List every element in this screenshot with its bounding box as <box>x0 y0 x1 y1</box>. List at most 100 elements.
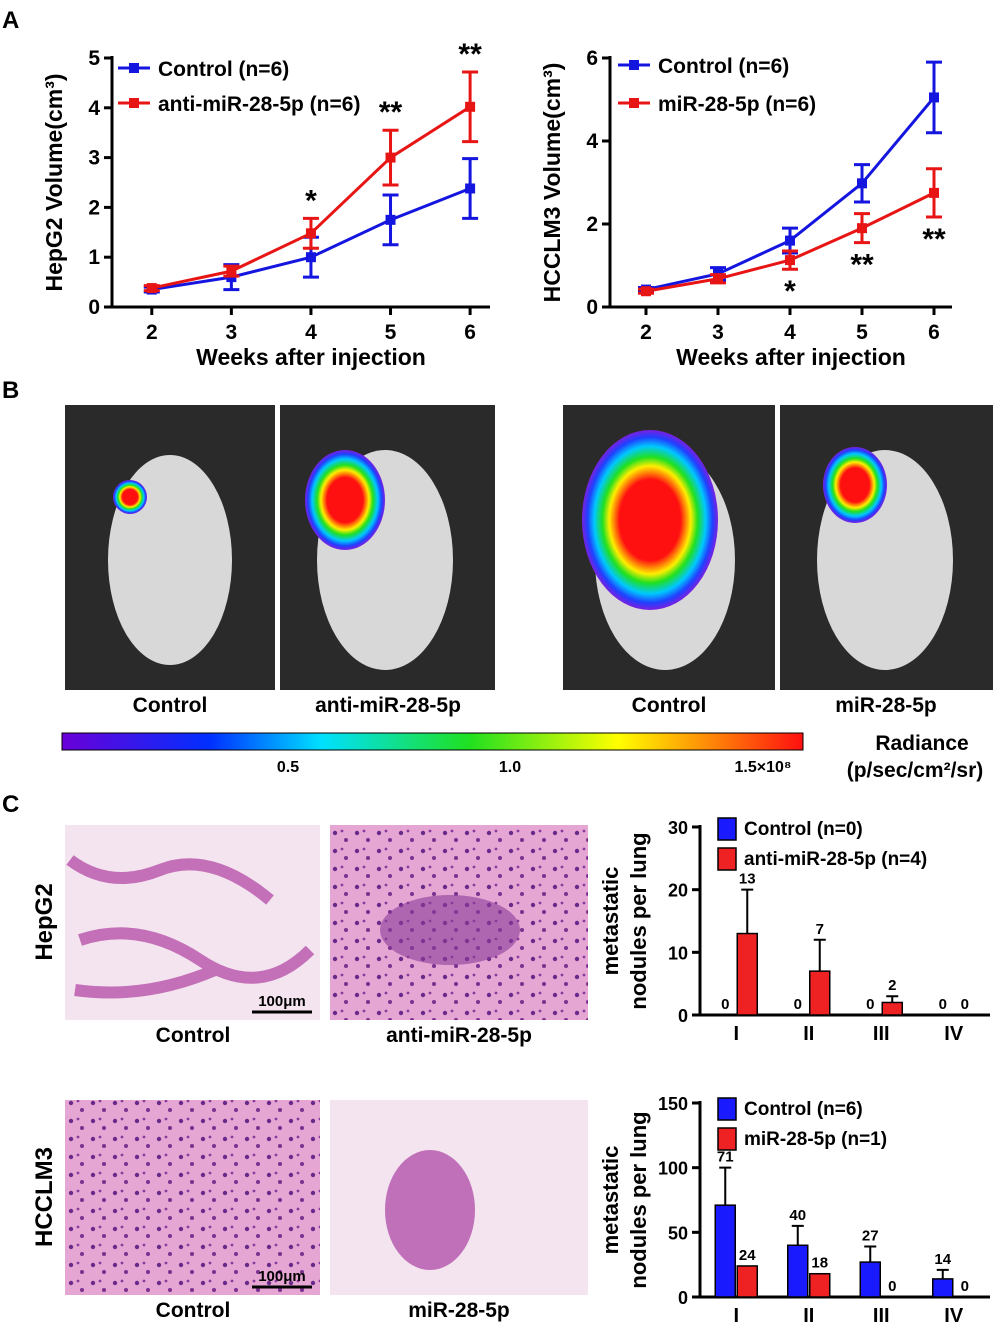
value-label: 0 <box>939 996 947 1013</box>
bar <box>787 1244 809 1298</box>
image-caption: Control <box>632 694 707 717</box>
bar <box>932 1278 954 1298</box>
x-tick-label: 6 <box>464 321 476 344</box>
y-tick-label: 0 <box>678 1006 688 1026</box>
bar <box>736 1265 758 1298</box>
data-point <box>929 92 939 103</box>
legend-label: miR-28-5p (n=1) <box>744 1129 887 1150</box>
x-tick-label: 5 <box>856 321 868 344</box>
x-tick-label: IV <box>944 1023 964 1045</box>
x-tick-label: III <box>873 1305 890 1327</box>
histology-images <box>65 825 588 1295</box>
legend-label: Control (n=0) <box>744 819 863 840</box>
legend-marker <box>129 63 139 73</box>
value-label: 0 <box>961 1278 969 1295</box>
bar <box>736 932 758 1016</box>
data-point <box>785 235 795 246</box>
image-caption: Control <box>156 1299 231 1322</box>
data-point <box>305 228 316 239</box>
legend-label: anti-miR-28-5p (n=4) <box>744 849 927 870</box>
y-tick-label: 20 <box>668 881 688 901</box>
panel-label: C <box>2 791 19 818</box>
data-point <box>226 266 237 277</box>
x-tick-label: 4 <box>305 321 317 344</box>
legend-label: Control (n=6) <box>658 55 789 78</box>
x-tick-label: III <box>873 1023 890 1045</box>
y-tick-label: 6 <box>586 47 598 70</box>
legend-label: anti-miR-28-5p (n=6) <box>158 93 360 116</box>
y-tick-label: 10 <box>668 943 688 963</box>
value-label: 18 <box>811 1255 828 1272</box>
y-axis-label: HepG2 Volume(cm³) <box>41 73 67 291</box>
y-tick-label: 3 <box>88 147 100 170</box>
legend-marker <box>629 98 639 108</box>
legend-marker <box>717 847 737 871</box>
legend-label: Control (n=6) <box>158 58 289 81</box>
data-point <box>146 283 157 294</box>
image-caption: Control <box>156 1024 231 1047</box>
x-axis-label: Weeks after injection <box>196 344 426 370</box>
data-point <box>785 255 795 266</box>
y-tick-label: 100 <box>658 1159 688 1179</box>
data-point <box>641 286 651 297</box>
data-point <box>857 223 867 234</box>
data-point <box>465 183 476 194</box>
legend-marker <box>717 1097 737 1121</box>
image-caption: anti-miR-28-5p <box>386 1024 532 1047</box>
data-point <box>465 101 476 112</box>
x-tick-label: 3 <box>712 321 724 344</box>
error-bar <box>936 1268 949 1279</box>
value-label: 13 <box>739 871 756 888</box>
x-tick-label: 3 <box>226 321 238 344</box>
colorbar <box>61 732 804 751</box>
value-label: 7 <box>816 921 824 938</box>
value-label: 0 <box>794 996 802 1013</box>
value-label: 0 <box>866 996 874 1013</box>
value-label: 0 <box>888 1278 896 1295</box>
y-axis-label: HCCLM3 Volume(cm³) <box>539 63 565 303</box>
mouse-images <box>65 405 993 690</box>
value-label: 14 <box>934 1251 951 1268</box>
image-caption: miR-28-5p <box>835 694 937 717</box>
x-tick-label: I <box>733 1305 739 1327</box>
scale-bar-label: 100μm <box>258 1268 306 1285</box>
error-bar <box>813 938 826 972</box>
bar <box>881 1001 903 1016</box>
scale-bar-label: 100μm <box>258 993 306 1010</box>
annotation: * <box>784 275 796 308</box>
error-bar <box>791 1224 804 1246</box>
data-point <box>929 187 939 198</box>
y-tick-label: 5 <box>88 47 100 70</box>
data-point <box>857 178 867 189</box>
legend-marker <box>629 60 639 70</box>
row-label: HCCLM3 <box>31 1147 58 1247</box>
x-tick-label: IV <box>944 1305 964 1327</box>
error-bar <box>741 888 754 934</box>
data-point <box>385 152 396 163</box>
legend-marker <box>717 1127 737 1151</box>
annotation: ** <box>458 38 482 71</box>
annotation: ** <box>379 96 403 129</box>
colorbar-title: (p/sec/cm²/sr) <box>847 759 984 782</box>
y-tick-label: 4 <box>586 130 598 153</box>
value-label: 24 <box>739 1247 756 1264</box>
y-axis-label: nodules per lung <box>626 832 651 1009</box>
y-tick-label: 50 <box>668 1223 688 1243</box>
x-axis-label: Weeks after injection <box>676 344 906 370</box>
x-tick-label: 4 <box>784 321 796 344</box>
image-caption: miR-28-5p <box>408 1299 510 1322</box>
x-tick-label: II <box>803 1023 814 1045</box>
value-label: 0 <box>721 996 729 1013</box>
annotation: * <box>305 184 317 217</box>
data-point <box>385 214 396 225</box>
colorbar-tick: 1.0 <box>499 759 521 776</box>
bar <box>809 970 831 1016</box>
y-tick-label: 0 <box>678 1288 688 1308</box>
legend-marker <box>717 817 737 841</box>
y-tick-label: 0 <box>88 296 100 319</box>
data-point <box>305 252 316 263</box>
y-axis-label: nodules per lung <box>626 1111 651 1288</box>
x-tick-label: 2 <box>640 321 652 344</box>
colorbar-tick: 1.5×10⁸ <box>735 759 792 776</box>
